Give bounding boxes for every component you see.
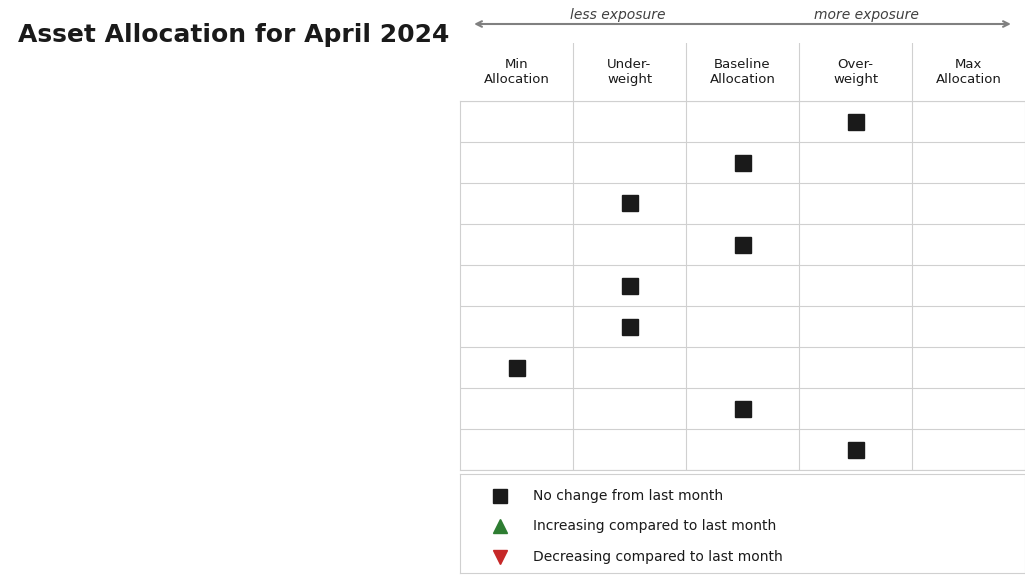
Text: EQUITIES: EQUITIES	[24, 155, 103, 170]
Text: Increasing compared to last month: Increasing compared to last month	[533, 520, 777, 533]
Text: Short-Term & Cash Equivalents: Short-Term & Cash Equivalents	[175, 443, 388, 457]
Text: Foreign Developed: Foreign Developed	[175, 155, 305, 169]
Text: ALTERNATIVES: ALTERNATIVES	[24, 401, 148, 416]
Text: Inflation-Protected: Inflation-Protected	[175, 361, 303, 375]
Text: Hedge Strategies: Hedge Strategies	[175, 402, 295, 416]
Text: less exposure: less exposure	[571, 8, 666, 22]
Text: Min
Allocation: Min Allocation	[484, 58, 549, 86]
Text: BONDS: BONDS	[24, 319, 84, 334]
Text: Under-
weight: Under- weight	[607, 58, 652, 86]
Text: LIQUID: LIQUID	[24, 442, 82, 457]
Text: Over-
weight: Over- weight	[833, 58, 878, 86]
Text: Emerging Market: Emerging Market	[175, 197, 294, 210]
Text: Decreasing compared to last month: Decreasing compared to last month	[533, 550, 783, 564]
Text: International Treasury: International Treasury	[175, 320, 327, 334]
Text: Asset Allocation for April 2024: Asset Allocation for April 2024	[17, 23, 449, 47]
Text: No change from last month: No change from last month	[533, 489, 724, 503]
Text: U.S. Treasury: U.S. Treasury	[175, 279, 265, 292]
Text: Max
Allocation: Max Allocation	[936, 58, 1001, 86]
Text: Real Estate: Real Estate	[175, 238, 253, 251]
Text: QUASI-EQUITY: QUASI-EQUITY	[24, 237, 146, 252]
Text: Baseline
Allocation: Baseline Allocation	[709, 58, 776, 86]
Text: more exposure: more exposure	[814, 8, 919, 22]
Text: U.S.: U.S.	[175, 114, 202, 128]
